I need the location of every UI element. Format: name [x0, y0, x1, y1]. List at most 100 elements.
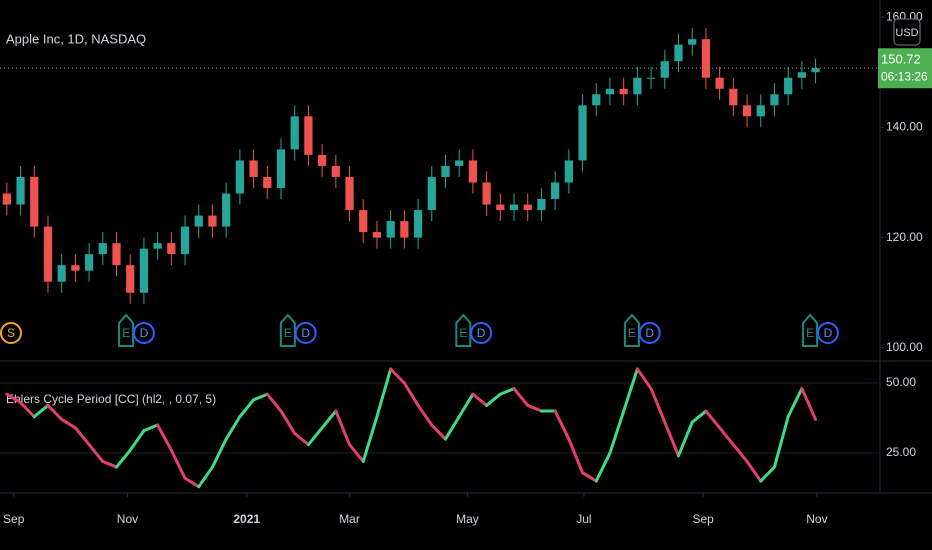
indicator-segment	[430, 423, 447, 441]
candle-body	[194, 215, 203, 227]
indicator-segment	[265, 392, 283, 413]
candle-body	[482, 182, 491, 205]
indicator-segment	[649, 387, 667, 424]
countdown: 06:13:26	[881, 69, 928, 83]
event-label: D	[477, 326, 486, 340]
candle-body	[98, 243, 107, 255]
candle-body	[318, 154, 327, 166]
indicator-segment	[786, 387, 804, 419]
y-tick-label: 100.00	[886, 340, 923, 354]
indicator-segment	[663, 420, 681, 458]
candle-body	[372, 232, 382, 238]
indicator-segment	[498, 387, 516, 396]
candle-body	[30, 176, 39, 227]
currency-button[interactable]	[893, 18, 921, 46]
event-label: E	[628, 326, 636, 340]
y-tick-label: 140.00	[886, 120, 923, 134]
event-label: E	[806, 326, 814, 340]
indicator-segment	[169, 448, 187, 480]
event-badge: D	[132, 322, 155, 344]
candle-body	[290, 116, 299, 150]
indicator-segment	[745, 459, 763, 483]
indicator-segment	[19, 401, 36, 419]
event-marker	[623, 313, 640, 347]
indicator-segment	[718, 426, 735, 447]
candle-body	[646, 77, 656, 79]
indicator-segment	[348, 443, 365, 463]
candle-body	[222, 193, 231, 227]
candle-body	[688, 39, 697, 45]
candle-body	[276, 149, 286, 188]
y-tick-label: 50.00	[886, 375, 916, 389]
indicator-segment	[389, 367, 406, 385]
event-label: D	[824, 326, 833, 340]
x-tick-label: Sep	[692, 512, 714, 526]
indicator-segment	[306, 426, 324, 447]
indicator-segment	[608, 409, 626, 455]
candle-body	[249, 160, 258, 177]
candle-body	[263, 176, 272, 188]
candle-body	[43, 226, 53, 282]
event-marker	[0, 322, 22, 344]
indicator-segment	[677, 420, 694, 458]
event-marker	[816, 322, 839, 344]
indicator-segment	[567, 437, 585, 475]
candle-body	[304, 116, 313, 155]
indicator-segment	[457, 392, 475, 419]
candle-body	[784, 77, 793, 95]
event-label: D	[140, 326, 149, 340]
candle-body	[112, 243, 121, 266]
candle-body	[235, 160, 244, 194]
candle-body	[331, 165, 340, 177]
event-badge: D	[816, 322, 839, 344]
candle-body	[578, 105, 587, 161]
indicator-segment	[238, 398, 256, 419]
indicator-segment	[224, 415, 242, 441]
currency[interactable]: USD	[895, 27, 918, 39]
event-badge: D	[470, 322, 493, 344]
indicator-segment	[553, 409, 571, 441]
indicator-segment	[128, 429, 146, 452]
candle-body	[715, 77, 724, 89]
event-badge: E	[623, 313, 640, 347]
event-marker	[455, 313, 472, 347]
indicator-segment	[142, 423, 160, 433]
candle-body	[496, 204, 505, 211]
indicator-segment	[759, 465, 776, 483]
candle-body	[674, 44, 683, 62]
indicator-title: Ehlers Cycle Period [CC] (hl2, , 0.07, 5…	[6, 392, 216, 406]
candle-body	[345, 176, 354, 211]
indicator-segment	[197, 465, 214, 489]
indicator-segment	[772, 415, 790, 469]
y-tick-label: 25.00	[886, 445, 916, 459]
candle-body	[605, 88, 615, 95]
x-tick-label: Nov	[117, 512, 138, 526]
event-label: E	[459, 326, 467, 340]
candle-body	[770, 94, 779, 106]
event-badge: E	[118, 313, 135, 347]
candle-body	[811, 68, 820, 73]
event-marker	[638, 322, 661, 344]
event-marker	[470, 322, 493, 344]
candle-body	[619, 88, 628, 95]
candle-body	[386, 221, 395, 238]
x-tick-label: Mar	[339, 512, 360, 526]
candle-body	[633, 77, 642, 95]
indicator-segment	[5, 392, 23, 405]
last-price-box	[878, 48, 932, 89]
candle-body	[441, 165, 450, 177]
event-badge: D	[638, 322, 661, 344]
indicator-segment	[622, 367, 639, 413]
indicator-segment	[320, 409, 338, 430]
event-label: E	[284, 326, 292, 340]
y-tick-label: 120.00	[886, 230, 923, 244]
x-tick-label: May	[456, 512, 479, 526]
indicator-segment	[60, 417, 77, 430]
x-tick-label: Sep	[3, 512, 25, 526]
event-marker	[279, 313, 296, 347]
event-badge: E	[455, 313, 472, 347]
candle-body	[413, 210, 423, 238]
indicator-segment	[115, 448, 132, 469]
candle-body	[592, 94, 601, 106]
